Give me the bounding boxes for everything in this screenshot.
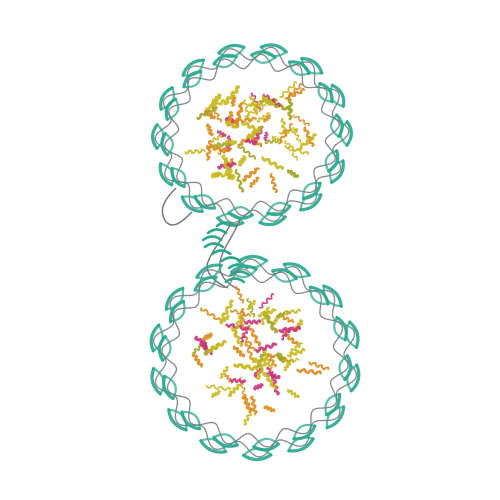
histone-helix (279, 315, 294, 322)
upper-nucleosome (141, 31, 362, 239)
histone-helix (264, 406, 275, 411)
histone-helix (207, 124, 213, 136)
histone-helix (185, 148, 205, 154)
histone-helix (263, 132, 268, 140)
histone-helix (270, 174, 277, 193)
histone-helix (287, 100, 294, 119)
histone-helix (238, 144, 255, 161)
histone-helix (206, 385, 230, 391)
linker-ribbon (212, 251, 230, 255)
histone-helix (202, 341, 207, 350)
histone-helix (208, 340, 225, 352)
nucleosome-body (143, 250, 366, 467)
histone-helix (238, 156, 246, 165)
histone-helix (309, 362, 329, 369)
histone-helix (233, 347, 244, 357)
histone-core (188, 284, 334, 430)
nucleosome-body (141, 31, 362, 239)
histone-helix (226, 140, 236, 145)
histone-helix (212, 391, 220, 398)
histone-helix (254, 384, 262, 390)
histone-helix (234, 287, 244, 303)
histone-helix (212, 173, 220, 178)
histone-helix (280, 326, 300, 333)
histone-helix (293, 127, 301, 143)
histone-helix (288, 390, 300, 397)
linker-ribbon (226, 279, 244, 283)
histone-helix (249, 177, 259, 187)
histone-helix (288, 169, 298, 178)
histone-helix (192, 354, 203, 366)
linker-ribbon (208, 230, 226, 234)
linker-ribbon (205, 244, 223, 248)
histone-helix (263, 155, 283, 171)
histone-helix (294, 113, 310, 127)
histone-helix (260, 293, 274, 309)
linker-ribbon (203, 237, 221, 241)
histone-helix (205, 141, 214, 160)
histone-helix (277, 354, 284, 362)
histone-helix (229, 384, 240, 396)
histone-helix (297, 369, 320, 374)
lower-nucleosome (143, 250, 366, 467)
histone-helix (200, 308, 222, 321)
histone-helix (245, 319, 260, 324)
histone-core (177, 77, 322, 204)
histone-helix (230, 379, 245, 383)
linker-ribbon (222, 258, 240, 262)
histone-helix (203, 333, 211, 340)
